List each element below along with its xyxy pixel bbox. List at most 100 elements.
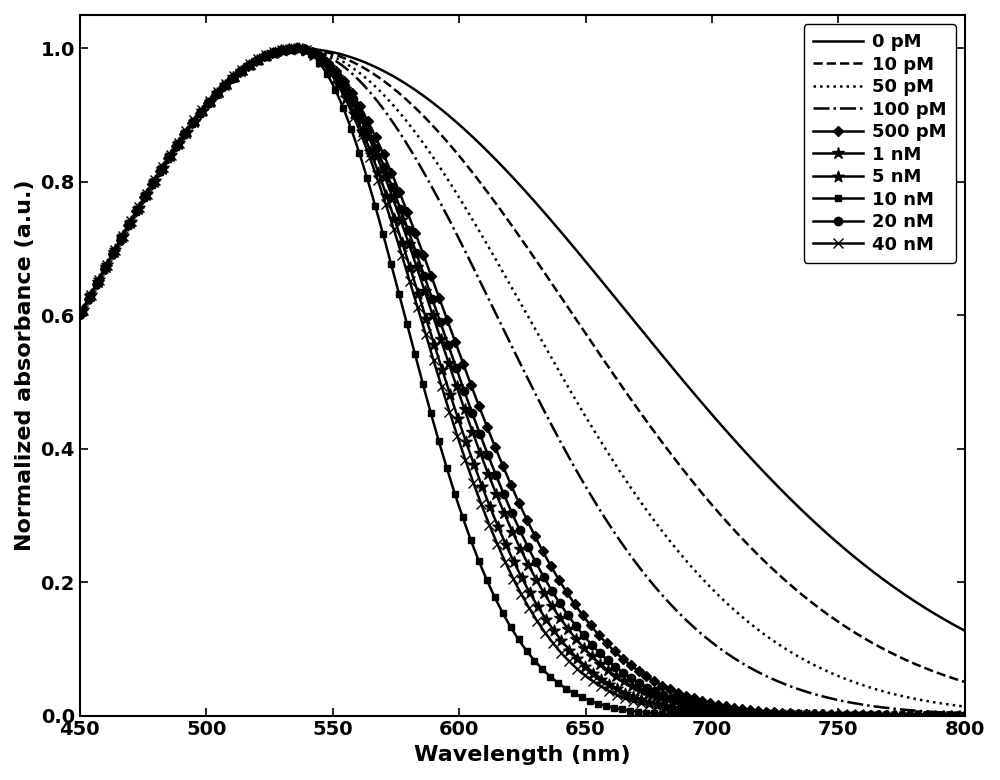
10 nM	[505, 622, 517, 632]
Line: 500 pM: 500 pM	[76, 45, 968, 719]
10 nM	[771, 711, 783, 720]
5 nM	[934, 711, 946, 720]
500 pM	[291, 44, 303, 53]
1 nM	[771, 710, 783, 719]
5 nM	[119, 227, 131, 236]
0 pM	[291, 44, 303, 53]
5 nM	[505, 550, 517, 559]
20 nM	[505, 505, 517, 515]
10 nM	[74, 311, 86, 321]
10 pM	[933, 668, 945, 678]
5 nM	[933, 711, 945, 720]
40 nM	[119, 227, 131, 236]
Line: 10 pM: 10 pM	[80, 48, 965, 682]
10 pM	[119, 227, 131, 236]
10 pM	[771, 569, 783, 578]
500 pM	[481, 422, 493, 431]
50 pM	[291, 44, 303, 53]
50 pM	[933, 698, 945, 707]
0 pM	[74, 311, 86, 321]
5 nM	[771, 711, 783, 720]
1 nM	[74, 311, 86, 321]
1 nM	[959, 711, 971, 720]
20 nM	[291, 44, 303, 53]
5 nM	[481, 495, 493, 504]
20 nM	[933, 711, 945, 720]
100 pM	[771, 676, 783, 686]
10 pM	[505, 219, 517, 229]
500 pM	[74, 311, 86, 321]
50 pM	[934, 698, 946, 707]
0 pM	[959, 626, 971, 636]
0 pM	[934, 612, 946, 622]
100 pM	[74, 311, 86, 321]
20 nM	[959, 711, 971, 720]
500 pM	[933, 711, 945, 720]
Line: 20 nM: 20 nM	[76, 44, 969, 720]
40 nM	[74, 311, 86, 321]
0 pM	[771, 481, 783, 491]
Line: 5 nM: 5 nM	[74, 43, 970, 722]
40 nM	[934, 711, 946, 720]
10 pM	[934, 669, 946, 679]
5 nM	[291, 44, 303, 53]
10 nM	[291, 44, 303, 53]
10 pM	[291, 44, 303, 53]
5 nM	[74, 311, 86, 321]
1 nM	[291, 44, 303, 53]
100 pM	[959, 709, 971, 718]
100 pM	[481, 291, 493, 300]
10 pM	[74, 311, 86, 321]
Line: 40 nM: 40 nM	[75, 44, 970, 721]
500 pM	[959, 711, 971, 720]
100 pM	[119, 227, 131, 236]
50 pM	[481, 239, 493, 249]
Legend: 0 pM, 10 pM, 50 pM, 100 pM, 500 pM, 1 nM, 5 nM, 10 nM, 20 nM, 40 nM: 0 pM, 10 pM, 50 pM, 100 pM, 500 pM, 1 nM…	[804, 24, 956, 263]
40 nM	[505, 569, 517, 578]
1 nM	[934, 711, 946, 720]
1 nM	[481, 466, 493, 476]
500 pM	[771, 707, 783, 717]
50 pM	[771, 639, 783, 648]
100 pM	[933, 707, 945, 717]
1 nM	[505, 523, 517, 532]
20 nM	[481, 448, 493, 457]
100 pM	[291, 44, 303, 53]
Line: 50 pM: 50 pM	[80, 48, 965, 707]
0 pM	[481, 146, 493, 155]
500 pM	[934, 711, 946, 720]
20 nM	[119, 227, 131, 236]
20 nM	[771, 709, 783, 718]
X-axis label: Wavelength (nm): Wavelength (nm)	[414, 745, 631, 765]
Line: 1 nM: 1 nM	[74, 42, 971, 722]
10 pM	[481, 187, 493, 197]
10 nM	[934, 711, 946, 720]
50 pM	[74, 311, 86, 321]
Line: 10 nM: 10 nM	[76, 45, 968, 719]
500 pM	[119, 227, 131, 236]
0 pM	[119, 227, 131, 236]
50 pM	[505, 281, 517, 290]
20 nM	[934, 711, 946, 720]
40 nM	[933, 711, 945, 720]
10 nM	[119, 227, 131, 236]
100 pM	[505, 339, 517, 349]
1 nM	[119, 227, 131, 236]
20 nM	[74, 311, 86, 321]
40 nM	[481, 515, 493, 524]
10 nM	[481, 576, 493, 585]
100 pM	[934, 707, 946, 717]
Line: 0 pM: 0 pM	[80, 48, 965, 631]
0 pM	[933, 612, 945, 621]
5 nM	[959, 711, 971, 720]
Line: 100 pM: 100 pM	[80, 48, 965, 714]
40 nM	[291, 44, 303, 53]
500 pM	[505, 479, 517, 488]
10 pM	[959, 677, 971, 686]
0 pM	[505, 170, 517, 179]
50 pM	[119, 227, 131, 236]
10 nM	[959, 711, 971, 720]
1 nM	[933, 711, 945, 720]
40 nM	[959, 711, 971, 720]
10 nM	[933, 711, 945, 720]
